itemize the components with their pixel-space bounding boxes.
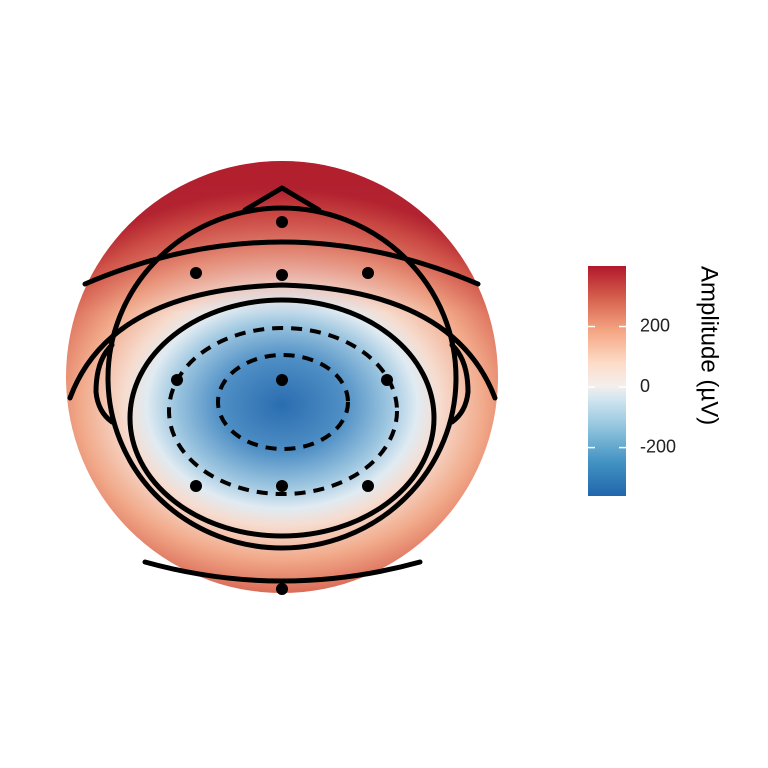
electrode xyxy=(276,583,288,595)
electrode xyxy=(362,480,374,492)
electrodes xyxy=(171,216,393,595)
electrode xyxy=(276,269,288,281)
contour-inner xyxy=(216,353,350,451)
electrode xyxy=(362,267,374,279)
scalp-outline xyxy=(105,205,459,551)
colorbar-tick-label: 200 xyxy=(640,315,670,335)
electrode xyxy=(171,374,183,386)
lower-band-outline xyxy=(142,559,423,584)
colorbar-tick-label: 0 xyxy=(640,376,650,396)
left-ear-outline xyxy=(93,342,115,425)
electrode xyxy=(276,216,288,228)
electrode xyxy=(190,267,202,279)
colorbar-ticks: 200 0 -200 xyxy=(588,315,676,456)
electrode xyxy=(381,374,393,386)
electrode xyxy=(276,374,288,386)
upper-band-outline xyxy=(82,239,481,287)
colorbar-tick-label: -200 xyxy=(640,436,676,456)
contour-outer xyxy=(167,326,399,496)
right-ear-outline xyxy=(449,342,471,425)
head-rim-outline xyxy=(127,297,437,539)
electrode xyxy=(276,480,288,492)
colorbar: 200 0 -200 Amplitude (µV) xyxy=(588,266,723,496)
nose-outline xyxy=(242,185,322,213)
middle-band-outline xyxy=(67,282,498,401)
colorbar-title: Amplitude (µV) xyxy=(696,266,723,425)
head-outline xyxy=(67,185,498,584)
colorbar-gradient xyxy=(588,266,626,496)
contour-lines xyxy=(167,326,399,496)
electrode xyxy=(190,480,202,492)
